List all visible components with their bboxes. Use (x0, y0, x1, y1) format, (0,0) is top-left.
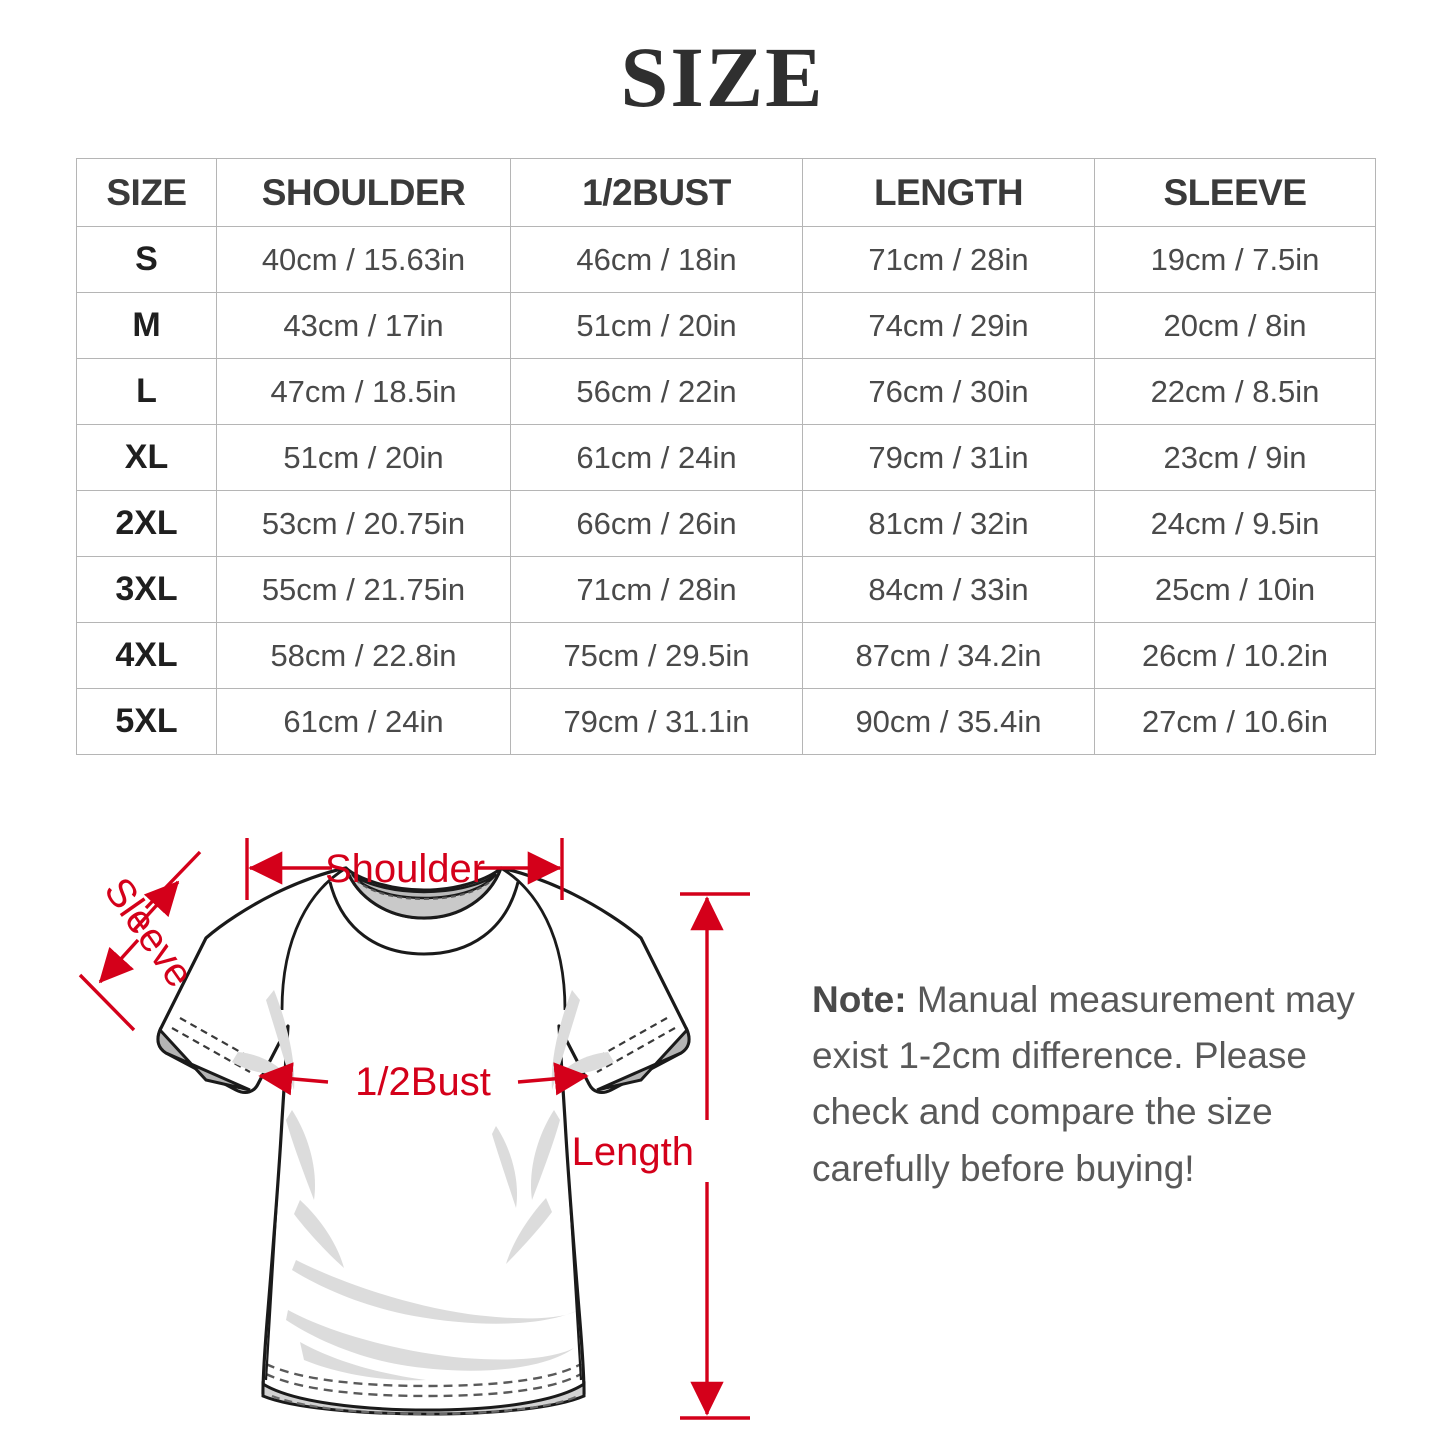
table-row: L 47cm / 18.5in 56cm / 22in 76cm / 30in … (76, 358, 1376, 425)
table-row: 4XL 58cm / 22.8in 75cm / 29.5in 87cm / 3… (76, 622, 1376, 689)
cell-size: XL (76, 424, 217, 491)
cell-length: 87cm / 34.2in (802, 622, 1095, 689)
column-header-sleeve: SLEEVE (1094, 158, 1376, 227)
cell-sleeve: 27cm / 10.6in (1094, 688, 1376, 755)
note-text: Manual measurement may exist 1-2cm diffe… (812, 979, 1355, 1189)
cell-length: 81cm / 32in (802, 490, 1095, 557)
table-header-row: SIZE SHOULDER 1/2BUST LENGTH SLEEVE (76, 158, 1376, 227)
sleeve-arrow-up (132, 880, 180, 932)
table-row: 2XL 53cm / 20.75in 66cm / 26in 81cm / 32… (76, 490, 1376, 557)
cell-sleeve: 26cm / 10.2in (1094, 622, 1376, 689)
cell-length: 90cm / 35.4in (802, 688, 1095, 755)
size-chart-table: SIZE SHOULDER 1/2BUST LENGTH SLEEVE S 40… (76, 158, 1376, 755)
column-header-length: LENGTH (802, 158, 1095, 227)
side-seam-right (563, 1119, 583, 1381)
cell-shoulder: 43cm / 17in (216, 292, 511, 359)
side-seam-left (264, 1119, 284, 1381)
cell-bust: 71cm / 28in (510, 556, 803, 623)
cell-shoulder: 47cm / 18.5in (216, 358, 511, 425)
cell-size: 5XL (76, 688, 217, 755)
cell-bust: 79cm / 31.1in (510, 688, 803, 755)
cell-shoulder: 58cm / 22.8in (216, 622, 511, 689)
cell-shoulder: 51cm / 20in (216, 424, 511, 491)
cell-sleeve: 22cm / 8.5in (1094, 358, 1376, 425)
label-sleeve: Sleeve (96, 870, 202, 995)
cell-bust: 75cm / 29.5in (510, 622, 803, 689)
cell-shoulder: 55cm / 21.75in (216, 556, 511, 623)
sleeve-arrow-down (98, 938, 140, 984)
sleeve-guide-lower (78, 973, 136, 1032)
column-header-shoulder: SHOULDER (216, 158, 511, 227)
table-row: M 43cm / 17in 51cm / 20in 74cm / 29in 20… (76, 292, 1376, 359)
cell-size: 3XL (76, 556, 217, 623)
cell-bust: 46cm / 18in (510, 226, 803, 293)
cell-bust: 66cm / 26in (510, 490, 803, 557)
note-block: Note: Manual measurement may exist 1-2cm… (812, 972, 1392, 1197)
cell-size: 2XL (76, 490, 217, 557)
shoulder-seam-right (500, 866, 567, 1011)
cell-size: 4XL (76, 622, 217, 689)
bust-arrow-right (517, 1062, 589, 1096)
cell-sleeve: 23cm / 9in (1094, 424, 1376, 491)
sleeve-cuff-right-stitch (596, 1027, 676, 1073)
table-row: S 40cm / 15.63in 46cm / 18in 71cm / 28in… (76, 226, 1376, 293)
cell-sleeve: 20cm / 8in (1094, 292, 1376, 359)
measurement-diagram: Shoulder Sleeve 1/2Bust Length Note: Man… (0, 760, 1445, 1445)
shirt-wrinkles (232, 990, 614, 1381)
table-row: 3XL 55cm / 21.75in 71cm / 28in 84cm / 33… (76, 556, 1376, 623)
cell-bust: 61cm / 24in (510, 424, 803, 491)
sleeve-guide-upper (144, 850, 202, 910)
cell-length: 84cm / 33in (802, 556, 1095, 623)
cell-sleeve: 19cm / 7.5in (1094, 226, 1376, 293)
collar-stitch (355, 879, 493, 901)
note-label: Note: (812, 979, 907, 1020)
column-header-bust: 1/2BUST (510, 158, 803, 227)
cell-sleeve: 25cm / 10in (1094, 556, 1376, 623)
label-bust: 1/2Bust (355, 1060, 491, 1104)
column-header-size: SIZE (76, 158, 217, 227)
cell-size: M (76, 292, 217, 359)
cell-bust: 51cm / 20in (510, 292, 803, 359)
label-shoulder: Shoulder (325, 847, 485, 891)
shoulder-seam-left (280, 866, 347, 1011)
sleeve-cuff-right (596, 1027, 691, 1092)
cell-length: 74cm / 29in (802, 292, 1095, 359)
cell-size: S (76, 226, 217, 293)
collar-band (351, 873, 497, 900)
cell-shoulder: 61cm / 24in (216, 688, 511, 755)
measurement-annotations (78, 838, 750, 1420)
tshirt-diagram-svg: Shoulder Sleeve 1/2Bust Length (78, 838, 750, 1420)
hem-stitch-3 (271, 1394, 579, 1416)
table-row: 5XL 61cm / 24in 79cm / 31.1in 90cm / 35.… (76, 688, 1376, 755)
cell-length: 71cm / 28in (802, 226, 1095, 293)
page-title: SIZE (620, 29, 825, 125)
neckline-seam (328, 881, 520, 956)
cell-shoulder: 40cm / 15.63in (216, 226, 511, 293)
table-row: XL 51cm / 20in 61cm / 24in 79cm / 31in 2… (76, 424, 1376, 491)
cell-sleeve: 24cm / 9.5in (1094, 490, 1376, 557)
sleeve-cuff-left (156, 1027, 251, 1092)
cell-size: L (76, 358, 217, 425)
bust-arrow-left (258, 1062, 329, 1096)
cell-bust: 56cm / 22in (510, 358, 803, 425)
cell-length: 76cm / 30in (802, 358, 1095, 425)
label-length: Length (572, 1130, 694, 1174)
cell-length: 79cm / 31in (802, 424, 1095, 491)
cell-shoulder: 53cm / 20.75in (216, 490, 511, 557)
tshirt-illustration (156, 866, 691, 1416)
sleeve-cuff-left-stitch (171, 1027, 251, 1073)
